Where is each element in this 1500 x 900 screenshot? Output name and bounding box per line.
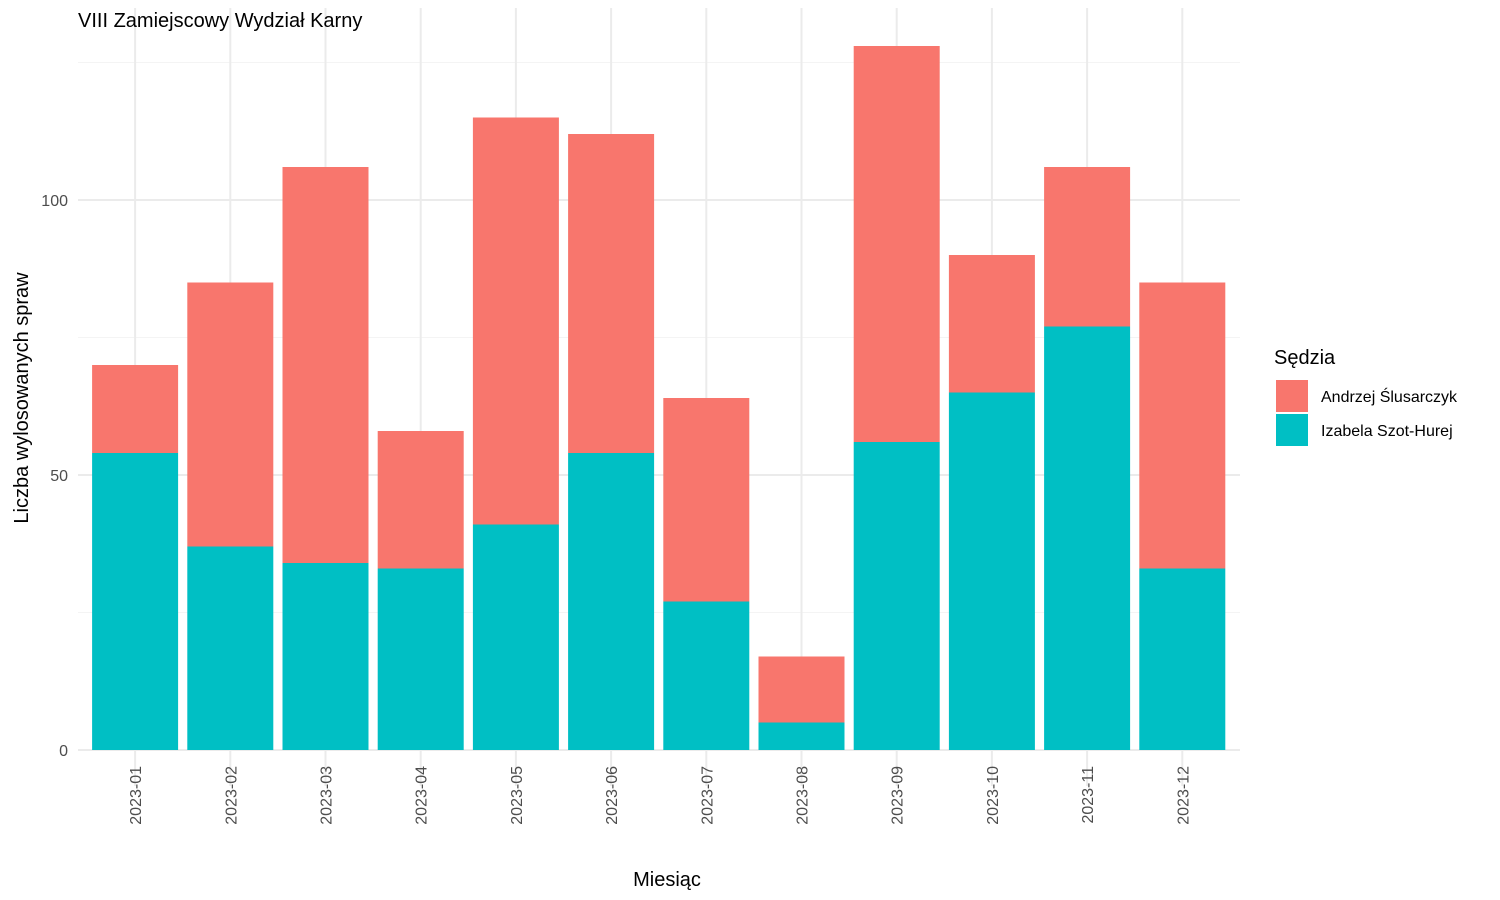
y-axis-ticks: 0 50 100 (41, 193, 68, 760)
x-tick-label: 2023-04 (414, 766, 431, 825)
bar-segment-izabela-szot-hurej (472, 524, 559, 750)
legend-key (1276, 414, 1308, 446)
x-tick-label: 2023-02 (223, 766, 240, 825)
bar-segment-izabela-szot-hurej (568, 453, 655, 750)
x-tick-label: 2023-06 (604, 766, 621, 825)
bar-segment-izabela-szot-hurej (948, 392, 1035, 750)
bars (92, 46, 1226, 750)
bar-segment-andrzej-slusarczyk (663, 398, 750, 602)
legend: Sędzia Andrzej Ślusarczyk Izabela Szot-Hu… (1274, 347, 1458, 446)
chart-title: VIII Zamiejscowy Wydział Karny (78, 10, 362, 32)
legend-title: Sędzia (1274, 347, 1336, 369)
bar-segment-andrzej-slusarczyk (853, 46, 940, 442)
bar-segment-izabela-szot-hurej (187, 546, 274, 750)
x-axis-ticks: 2023-01 2023-02 2023-03 2023-04 2023-05 2023-… (128, 766, 1192, 825)
legend-key (1276, 380, 1308, 412)
y-axis-title: Liczba wylosowanych spraw (11, 272, 33, 524)
y-tick-label: 100 (41, 193, 68, 210)
x-tick-label: 2023-11 (1080, 766, 1097, 824)
bar-segment-izabela-szot-hurej (377, 568, 464, 750)
x-tick-label: 2023-09 (890, 766, 907, 825)
bar-segment-andrzej-slusarczyk (377, 431, 464, 569)
bar-segment-izabela-szot-hurej (663, 601, 750, 750)
bar-segment-andrzej-slusarczyk (472, 117, 559, 525)
x-axis-title: Miesiąc (633, 869, 701, 891)
bar-segment-izabela-szot-hurej (92, 453, 179, 750)
x-tick-label: 2023-01 (128, 766, 145, 825)
bar-segment-izabela-szot-hurej (758, 722, 845, 750)
bar-segment-andrzej-slusarczyk (1044, 167, 1131, 327)
legend-label: Izabela Szot-Hurej (1321, 423, 1453, 440)
bar-segment-andrzej-slusarczyk (568, 134, 655, 453)
bar-segment-andrzej-slusarczyk (282, 167, 369, 563)
x-tick-label: 2023-10 (985, 766, 1002, 825)
bar-segment-izabela-szot-hurej (282, 563, 369, 750)
bar-segment-andrzej-slusarczyk (187, 282, 274, 547)
y-tick-label: 50 (50, 468, 68, 485)
x-tick-label: 2023-05 (509, 766, 526, 825)
bar-segment-izabela-szot-hurej (1139, 568, 1226, 750)
bar-segment-izabela-szot-hurej (1044, 326, 1131, 750)
bar-segment-andrzej-slusarczyk (948, 255, 1035, 393)
legend-label: Andrzej Ślusarczyk (1321, 387, 1458, 406)
x-tick-label: 2023-12 (1175, 766, 1192, 825)
x-tick-label: 2023-07 (699, 766, 716, 825)
y-tick-label: 0 (59, 743, 68, 760)
x-tick-label: 2023-08 (795, 766, 812, 825)
bar-segment-andrzej-slusarczyk (758, 656, 845, 723)
x-tick-label: 2023-03 (319, 766, 336, 825)
bar-segment-andrzej-slusarczyk (1139, 282, 1226, 569)
bar-segment-andrzej-slusarczyk (92, 365, 179, 453)
bar-segment-izabela-szot-hurej (853, 442, 940, 750)
